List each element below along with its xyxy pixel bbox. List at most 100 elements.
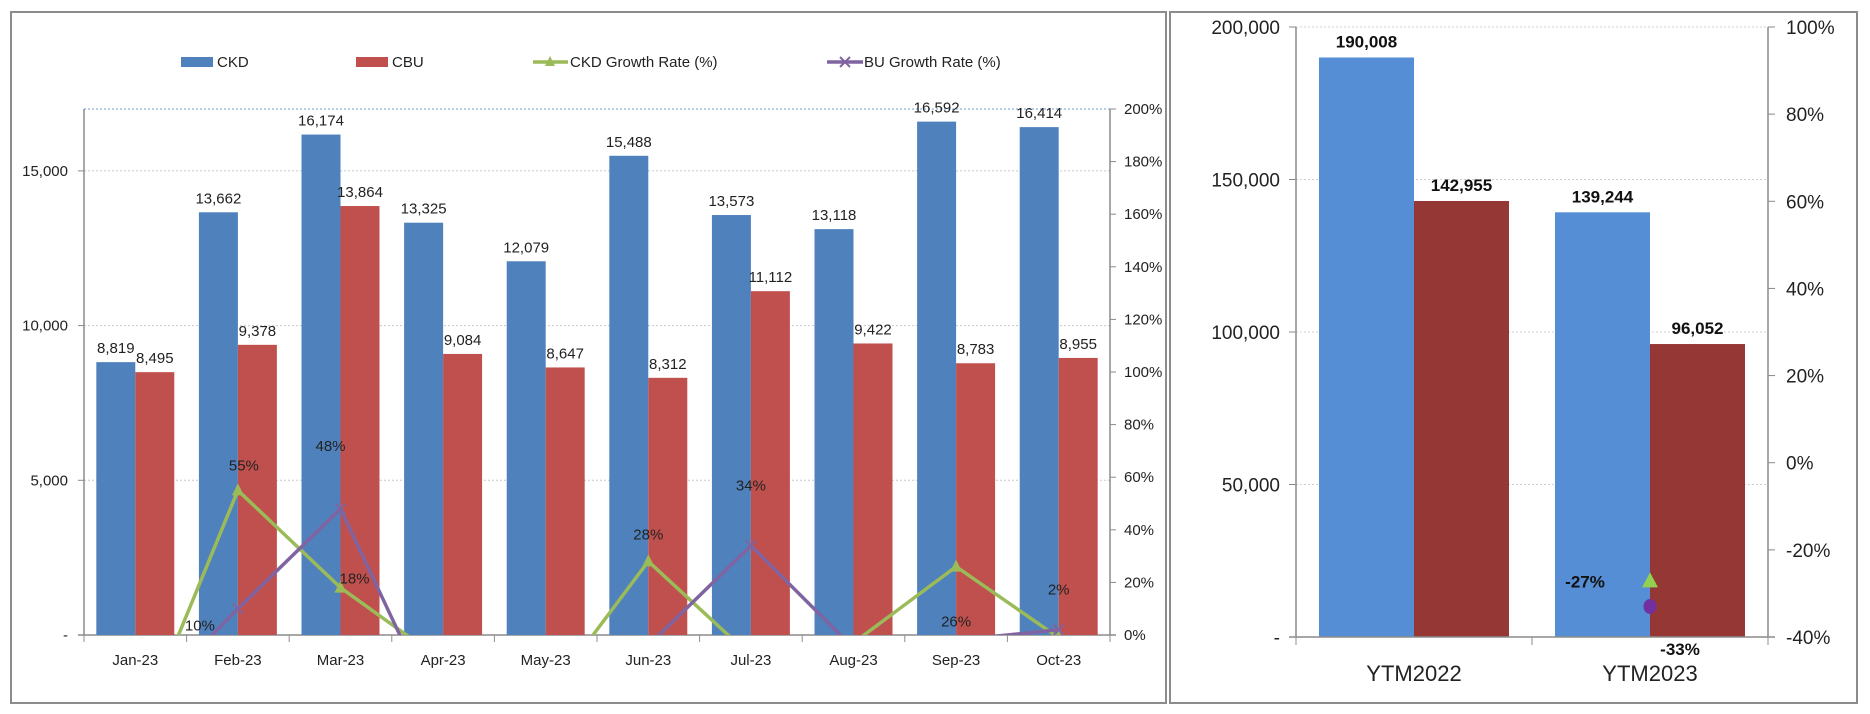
y-right-tick-label: 120% [1124, 311, 1162, 328]
bar-value-label: 8,955 [1059, 336, 1097, 353]
legend-marker-bu-growth [839, 56, 851, 68]
y-left-tick-label: 50,000 [1222, 476, 1280, 497]
bu-growth-marker [1052, 624, 1065, 635]
legend-swatch-ckd [181, 57, 213, 67]
growth-lines [130, 483, 1065, 714]
growth-value-label: 2% [1048, 582, 1070, 599]
growth-value-label: 48% [315, 438, 345, 455]
ckd-growth-marker [334, 580, 347, 593]
y-right-tick-label: 0% [1124, 627, 1146, 644]
x-tick-label: Jul-23 [730, 652, 771, 669]
bu-growth-marker [130, 709, 140, 714]
bar-cbu [956, 363, 996, 635]
y-right-tick-label: 20% [1786, 367, 1824, 388]
bar-cbu [237, 344, 277, 635]
x-tick-label: YTM2023 [1602, 661, 1697, 686]
bar-value-label: 9,084 [444, 332, 482, 349]
y-left-tick-label: 100,000 [1211, 323, 1280, 344]
y-right-tick-label: 100% [1124, 364, 1162, 381]
bar-cbu [340, 206, 380, 635]
bar-cbu [853, 343, 893, 635]
bar-value-label: 8,647 [546, 345, 584, 362]
bu-growth-marker [334, 503, 347, 515]
growth-value-label: 34% [736, 478, 766, 495]
ckd-growth-marker [848, 636, 860, 648]
growth-value-label: -27% [1565, 572, 1605, 591]
growth-value-label: 28% [633, 526, 663, 543]
bar-ckd [917, 121, 957, 635]
legend-label-ckd-growth: CKD Growth Rate (%) [570, 54, 718, 71]
bar-cbu [750, 291, 790, 635]
legend-label-cbu: CBU [392, 54, 424, 71]
bar-value-label: 8,819 [97, 340, 135, 357]
x-tick-label: Feb-23 [214, 652, 262, 669]
y-right-tick-label: 40% [1124, 522, 1154, 539]
y-right-tick-label: 60% [1786, 192, 1824, 213]
legend-swatch-cbu [356, 57, 388, 67]
y-left-tick-label: - [63, 627, 68, 644]
bar-ckd [814, 229, 854, 635]
bar-ckd [404, 222, 444, 636]
bar-cbu [1414, 200, 1509, 637]
bar-value-label: 13,573 [708, 193, 754, 210]
y-left-tick-label: 150,000 [1211, 171, 1280, 192]
y-right-tick-label: 0% [1786, 454, 1814, 475]
bar-value-label: 142,955 [1431, 176, 1492, 195]
bar-value-label: 8,312 [649, 356, 687, 373]
ckd-growth-marker [1642, 572, 1658, 588]
bu-growth-marker [1643, 599, 1657, 614]
bar-cbu [1650, 344, 1745, 637]
bar-cbu [135, 372, 175, 635]
line-ckd-growth [176, 487, 1058, 635]
bar-value-label: 12,079 [503, 239, 549, 256]
bar-value-label: 11,112 [749, 269, 793, 286]
bar-ckd [711, 215, 751, 636]
y-right-tick-label: 180% [1124, 154, 1162, 171]
y-right-tick-label: 80% [1786, 105, 1824, 126]
y-right-tick-label: 100% [1786, 18, 1835, 39]
y-right-tick-label: -40% [1786, 628, 1830, 649]
y-right-tick-label: 20% [1124, 574, 1154, 591]
y-left-tick-label: 10,000 [22, 318, 68, 335]
ckd-growth-marker [950, 559, 963, 572]
x-tick-label: Aug-23 [829, 652, 877, 669]
ckd-growth-marker [642, 554, 655, 567]
x-tick-label: YTM2022 [1366, 661, 1461, 686]
bar-value-label: 13,118 [812, 207, 857, 224]
bar-ckd [506, 261, 546, 635]
bar-value-label: 139,244 [1572, 187, 1634, 206]
bar-value-label: 16,414 [1016, 105, 1062, 122]
bar-value-label: 16,174 [298, 113, 344, 130]
ckd-growth-marker [231, 483, 244, 496]
bar-value-label: 9,378 [239, 323, 277, 340]
bu-growth-marker [745, 539, 757, 552]
bu-growth-marker [541, 641, 551, 651]
bar-ckd [198, 212, 238, 635]
growth-value-label: 26% [941, 614, 971, 631]
bar-value-label: 15,488 [606, 134, 652, 151]
bar-value-label: 96,052 [1672, 319, 1724, 338]
bar-cbu [648, 377, 688, 635]
legend-label-bu-growth: BU Growth Rate (%) [864, 54, 1001, 71]
y-right-tick-label: 160% [1124, 206, 1162, 223]
bar-value-label: 13,662 [195, 190, 241, 207]
bar-value-label: 8,495 [136, 350, 174, 367]
y-left-tick-label: 15,000 [22, 163, 68, 180]
x-tick-label: Mar-23 [317, 652, 365, 669]
x-tick-label: Jun-23 [625, 652, 671, 669]
y-right-tick-label: -20% [1786, 541, 1830, 562]
bar-ckd [1555, 212, 1650, 638]
bar-ckd [1019, 127, 1059, 635]
bar-value-label: 8,783 [957, 341, 995, 358]
y-right-tick-label: 200% [1124, 101, 1162, 118]
bar-value-label: 13,325 [401, 201, 447, 218]
bar-ckd [301, 134, 341, 635]
y-right-tick-label: 140% [1124, 259, 1162, 276]
bar-value-label: 9,422 [854, 321, 892, 338]
growth-value-label: 55% [229, 457, 259, 474]
legend-marker-ckd-growth [545, 56, 555, 66]
bar-ckd [609, 155, 649, 635]
x-tick-label: Apr-23 [421, 652, 466, 669]
legend-label-ckd: CKD [217, 54, 249, 71]
